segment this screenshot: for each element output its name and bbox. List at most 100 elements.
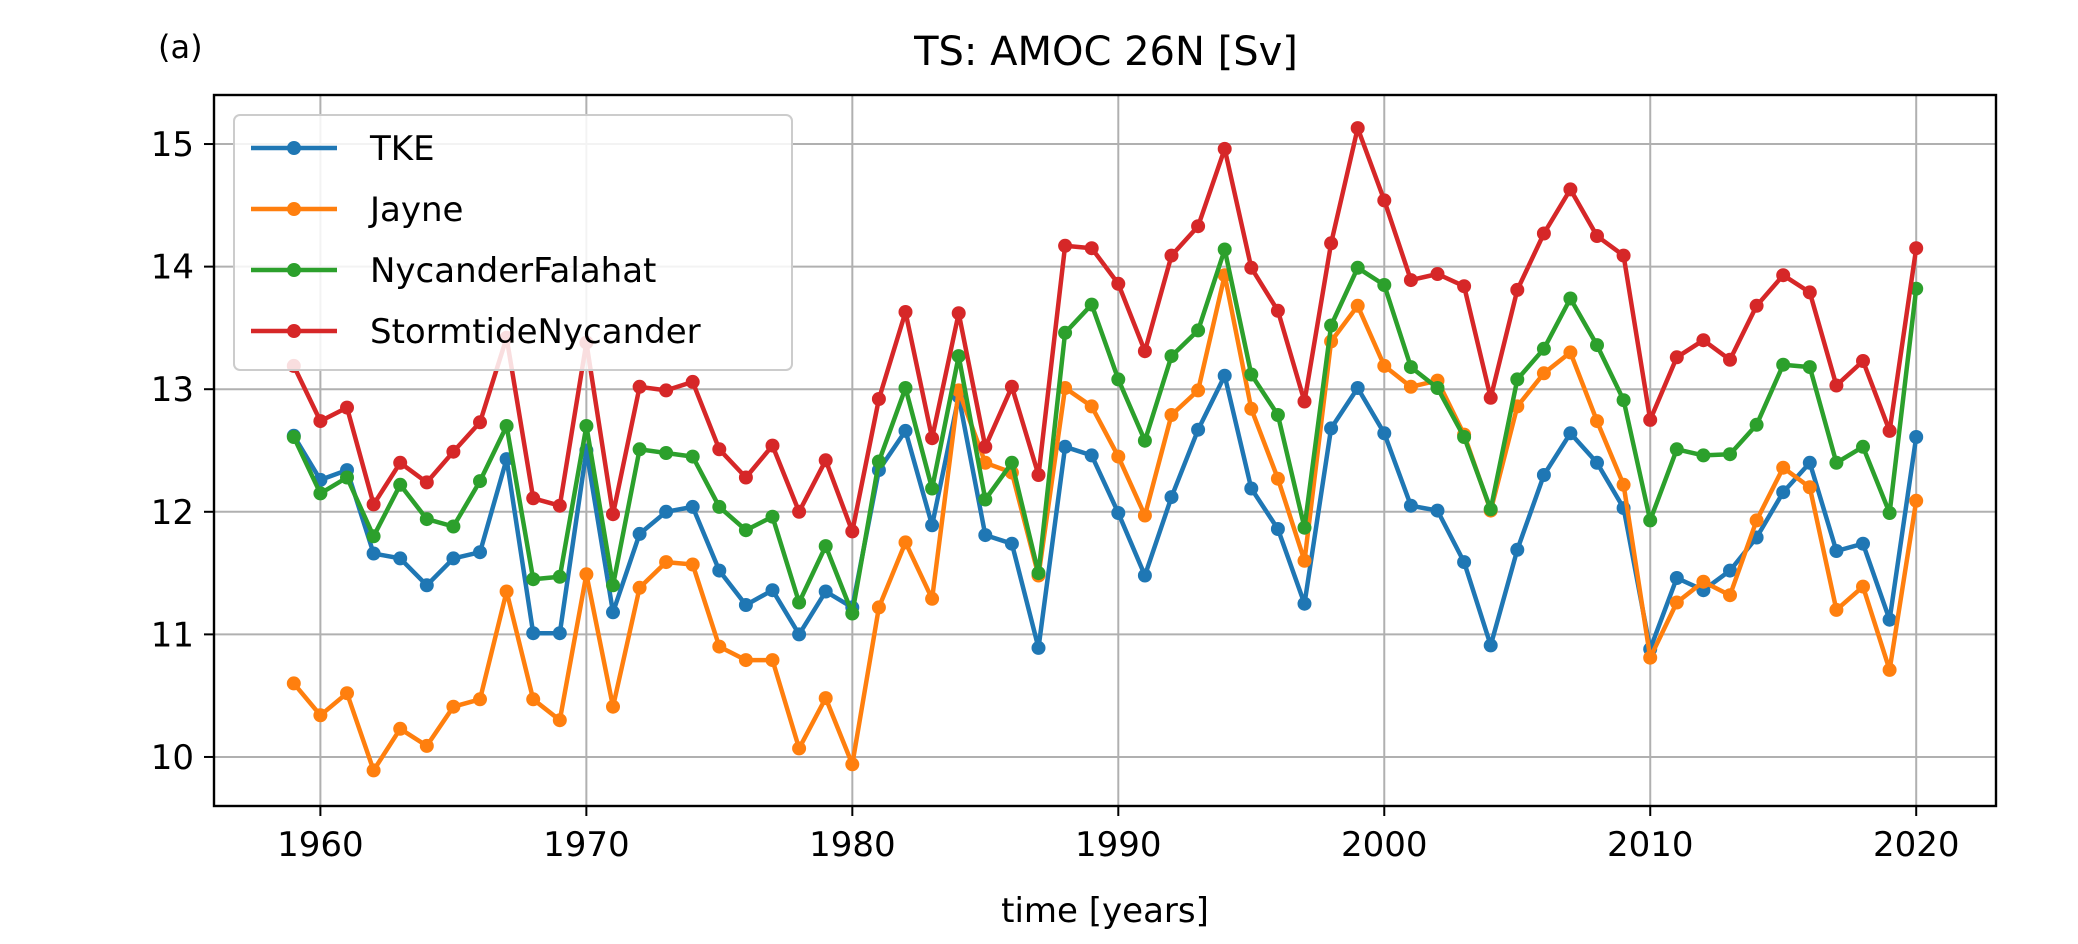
data-point-tke xyxy=(1217,368,1232,383)
data-point-nycanderfalahat xyxy=(1164,349,1179,364)
data-point-stormtidenycander xyxy=(1669,350,1684,365)
data-point-jayne xyxy=(552,713,567,728)
data-point-tke xyxy=(366,546,381,561)
data-point-nycanderfalahat xyxy=(1723,447,1737,462)
data-point-nycanderfalahat xyxy=(526,572,541,587)
data-point-stormtidenycander xyxy=(845,524,860,539)
data-point-stormtidenycander xyxy=(1802,285,1817,300)
data-point-tke xyxy=(1802,455,1817,470)
data-point-stormtidenycander xyxy=(1723,352,1737,367)
data-point-nycanderfalahat xyxy=(978,492,993,507)
legend-label-tke: TKE xyxy=(369,129,435,169)
data-point-nycanderfalahat xyxy=(1696,448,1711,463)
data-point-stormtidenycander xyxy=(1510,282,1525,297)
data-point-tke xyxy=(1244,481,1259,496)
data-point-jayne xyxy=(1111,449,1126,464)
data-point-stormtidenycander xyxy=(1643,412,1658,427)
data-point-nycanderfalahat xyxy=(1004,455,1019,470)
data-point-nycanderfalahat xyxy=(313,486,328,501)
x-tick-label: 1980 xyxy=(809,825,896,865)
data-point-stormtidenycander xyxy=(1191,219,1206,234)
series-line-jayne xyxy=(291,272,1919,773)
data-point-tke xyxy=(1590,455,1604,470)
data-point-nycanderfalahat xyxy=(366,529,381,544)
series-nycanderfalahat xyxy=(286,242,1924,621)
data-point-jayne xyxy=(818,691,833,706)
data-point-stormtidenycander xyxy=(340,400,354,415)
data-point-nycanderfalahat xyxy=(738,523,753,538)
data-point-nycanderfalahat xyxy=(1829,455,1844,470)
data-point-tke xyxy=(818,584,833,599)
data-point-jayne xyxy=(606,699,620,714)
data-point-nycanderfalahat xyxy=(1563,291,1578,306)
data-point-nycanderfalahat xyxy=(1297,520,1312,535)
data-point-jayne xyxy=(1084,399,1099,414)
data-point-stormtidenycander xyxy=(818,453,833,468)
y-tick-label: 11 xyxy=(151,615,194,655)
data-point-stormtidenycander xyxy=(712,442,727,457)
data-point-nycanderfalahat xyxy=(1590,338,1604,353)
data-point-tke xyxy=(712,563,727,578)
data-point-nycanderfalahat xyxy=(845,606,860,621)
data-point-tke xyxy=(1776,485,1791,500)
data-point-stormtidenycander xyxy=(951,306,966,321)
data-point-jayne xyxy=(845,757,860,772)
data-point-tke xyxy=(1270,522,1285,536)
data-point-stormtidenycander xyxy=(898,305,913,319)
data-point-jayne xyxy=(712,639,727,654)
data-point-jayne xyxy=(1776,460,1791,475)
data-point-nycanderfalahat xyxy=(898,381,913,395)
legend-entry-nycanderfalahat: NycanderFalahat xyxy=(251,251,656,291)
data-point-jayne xyxy=(1377,358,1392,373)
data-point-stormtidenycander xyxy=(366,497,381,512)
data-point-jayne xyxy=(978,455,993,470)
data-point-nycanderfalahat xyxy=(419,512,434,527)
data-point-nycanderfalahat xyxy=(1217,242,1232,257)
data-point-nycanderfalahat xyxy=(1882,506,1897,520)
data-point-nycanderfalahat xyxy=(1137,433,1152,448)
data-point-tke xyxy=(738,598,753,612)
data-point-nycanderfalahat xyxy=(1084,297,1099,312)
data-point-nycanderfalahat xyxy=(1350,260,1365,275)
data-point-jayne xyxy=(1669,595,1684,610)
data-point-nycanderfalahat xyxy=(1377,278,1392,292)
data-point-jayne xyxy=(366,763,381,778)
legend-marker-jayne xyxy=(287,202,301,216)
legend-marker-nycanderfalahat xyxy=(287,263,301,277)
data-point-jayne xyxy=(1350,298,1365,313)
data-point-tke xyxy=(659,504,674,519)
data-point-stormtidenycander xyxy=(393,455,408,470)
data-point-stormtidenycander xyxy=(1403,273,1418,288)
data-point-jayne xyxy=(446,699,461,714)
data-point-stormtidenycander xyxy=(1909,241,1924,256)
data-point-nycanderfalahat xyxy=(685,449,700,464)
data-point-jayne xyxy=(898,535,913,550)
panel-label: (a) xyxy=(158,28,203,66)
series-group xyxy=(286,121,1924,778)
legend-entry-tke: TKE xyxy=(251,129,435,169)
data-point-tke xyxy=(1377,426,1392,441)
data-point-tke xyxy=(632,526,647,541)
data-point-stormtidenycander xyxy=(1457,279,1472,294)
data-point-jayne xyxy=(1643,650,1658,665)
data-point-tke xyxy=(1829,544,1844,558)
legend: TKE Jayne NycanderFalahat StormtideNycan… xyxy=(233,114,793,371)
data-point-nycanderfalahat xyxy=(1244,367,1259,382)
legend-marker-tke xyxy=(287,141,301,155)
data-point-nycanderfalahat xyxy=(1111,372,1126,387)
data-point-nycanderfalahat xyxy=(606,578,620,593)
data-point-tke xyxy=(1004,536,1019,551)
data-point-nycanderfalahat xyxy=(712,499,727,514)
data-point-stormtidenycander xyxy=(1324,236,1339,251)
x-tick-label: 1970 xyxy=(543,825,630,865)
data-point-stormtidenycander xyxy=(871,392,886,406)
data-point-nycanderfalahat xyxy=(1031,566,1046,581)
data-point-tke xyxy=(1669,571,1684,585)
data-point-nycanderfalahat xyxy=(446,519,461,534)
data-point-jayne xyxy=(579,567,594,582)
data-point-nycanderfalahat xyxy=(1802,360,1817,375)
data-point-tke xyxy=(898,423,913,438)
data-point-stormtidenycander xyxy=(1563,182,1578,197)
data-point-tke xyxy=(1909,430,1924,444)
x-tick-label: 1960 xyxy=(277,825,364,865)
